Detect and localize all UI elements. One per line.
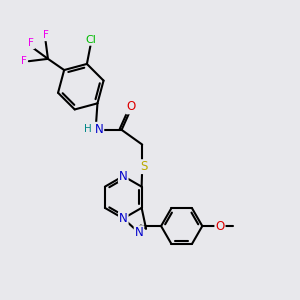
Text: N: N (119, 212, 128, 225)
Text: F: F (28, 38, 34, 48)
Text: Cl: Cl (85, 35, 96, 45)
Text: O: O (215, 220, 225, 232)
Text: N: N (119, 169, 128, 183)
Text: O: O (126, 100, 135, 113)
Text: F: F (43, 30, 49, 40)
Text: N: N (135, 226, 143, 239)
Text: S: S (140, 160, 147, 173)
Text: N: N (94, 123, 103, 136)
Text: H: H (84, 124, 92, 134)
Text: F: F (21, 56, 26, 66)
